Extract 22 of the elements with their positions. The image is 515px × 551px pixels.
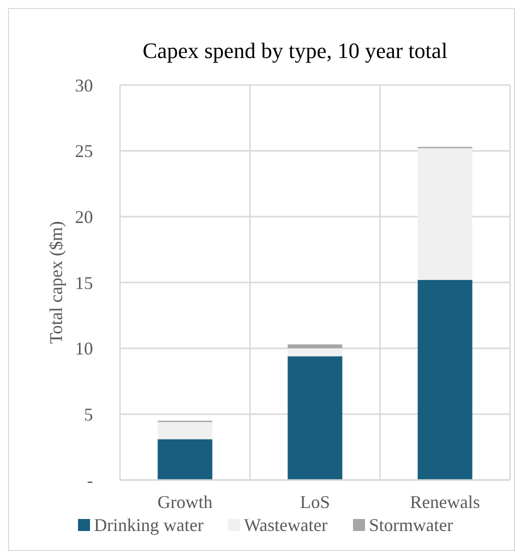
y-tick-label: 20 (75, 206, 93, 227)
y-tick-label: 15 (75, 272, 93, 293)
chart-title: Capex spend by type, 10 year total (142, 38, 448, 63)
bar (288, 356, 342, 480)
x-tick-label: LoS (300, 492, 330, 512)
bar (158, 422, 212, 440)
legend-label: Wastewater (244, 515, 328, 535)
bar (418, 280, 472, 480)
bar (418, 148, 472, 280)
x-tick-label: Growth (158, 492, 212, 512)
bar (288, 348, 342, 356)
bar (158, 439, 212, 480)
bar (288, 344, 342, 348)
legend-label: Stormwater (369, 515, 453, 535)
y-tick-label: 25 (75, 141, 93, 162)
y-tick-label: 5 (84, 404, 93, 424)
x-tick-label: Renewals (410, 492, 480, 512)
y-tick-label: 10 (75, 338, 93, 359)
legend-label: Drinking water (94, 515, 204, 535)
y-axis-title: Total capex ($m) (46, 221, 66, 344)
y-tick-label: 30 (75, 75, 93, 96)
y-tick-label: - (87, 470, 93, 490)
